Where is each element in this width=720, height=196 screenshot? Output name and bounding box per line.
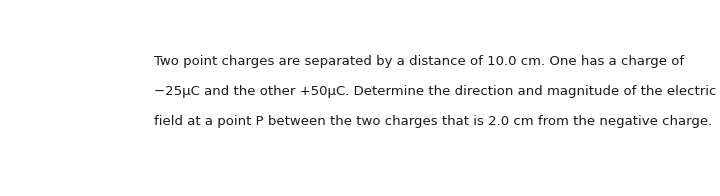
Text: −25μC and the other +50μC. Determine the direction and magnitude of the electric: −25μC and the other +50μC. Determine the…: [154, 85, 716, 98]
Text: field at a point P between the two charges that is 2.0 cm from the negative char: field at a point P between the two charg…: [154, 115, 712, 128]
Text: Two point charges are separated by a distance of 10.0 cm. One has a charge of: Two point charges are separated by a dis…: [154, 55, 684, 68]
